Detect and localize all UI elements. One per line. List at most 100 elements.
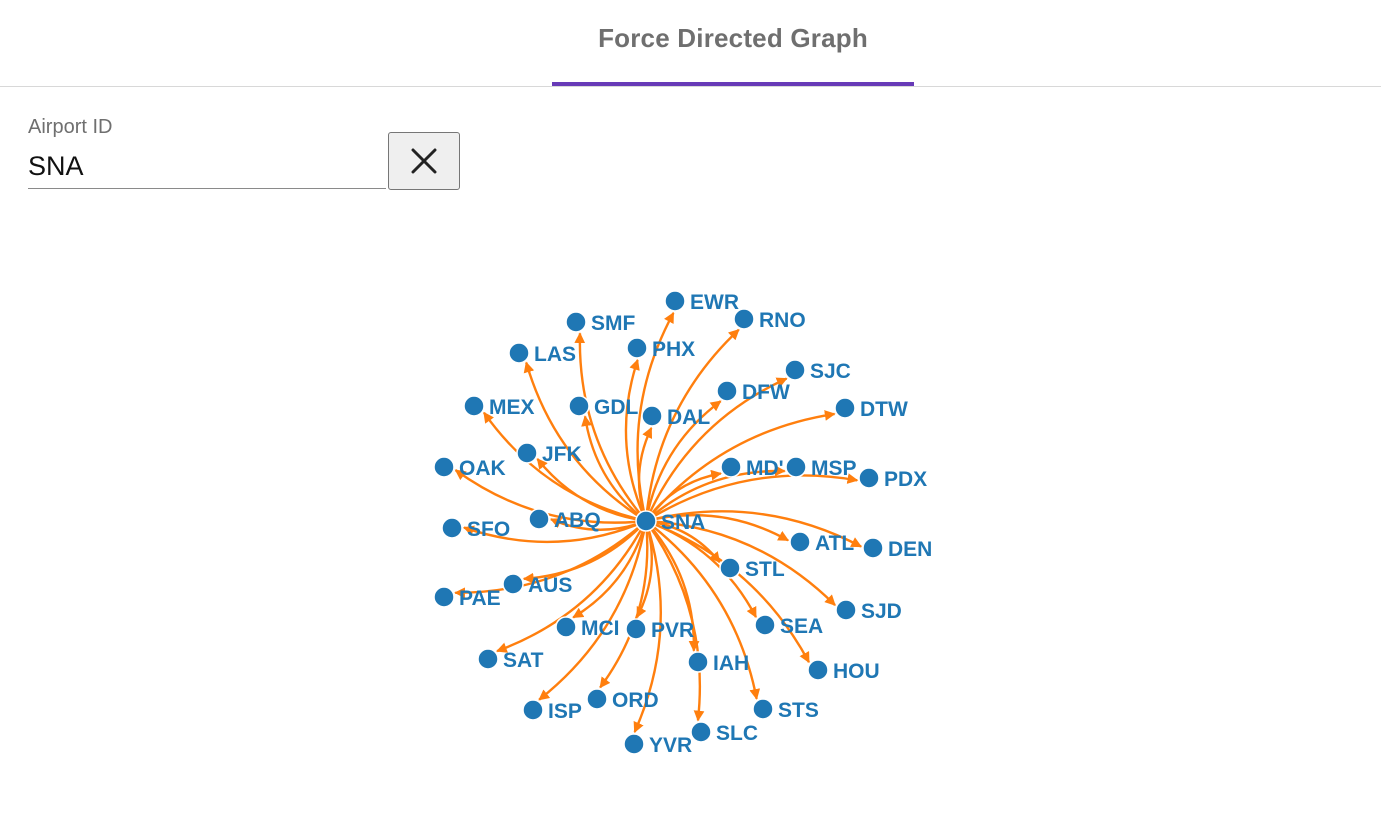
node-circle-stl[interactable] (719, 557, 741, 579)
node-aus[interactable]: AUS (502, 573, 572, 597)
node-sjd[interactable]: SJD (835, 599, 902, 623)
node-circle-abq[interactable] (528, 508, 550, 530)
node-circle-dfw[interactable] (716, 380, 738, 402)
node-circle-gdl[interactable] (568, 395, 590, 417)
edge-sna-slc (645, 520, 705, 722)
node-label-rno: RNO (759, 309, 806, 332)
edge-sna-rno (644, 328, 740, 522)
tab-force-directed-graph[interactable]: Force Directed Graph (598, 22, 868, 53)
node-sjc[interactable]: SJC (784, 359, 851, 383)
node-circle-las[interactable] (508, 342, 530, 364)
node-sts[interactable]: STS (752, 698, 819, 722)
node-circle-dtw[interactable] (834, 397, 856, 419)
edge-sna-ord (599, 520, 649, 689)
node-label-sjc: SJC (810, 360, 851, 383)
node-label-sna: SNA (661, 511, 705, 534)
close-icon (411, 148, 437, 174)
node-circle-pae[interactable] (433, 586, 455, 608)
node-label-smf: SMF (591, 312, 636, 335)
node-circle-iah[interactable] (687, 651, 709, 673)
node-sea[interactable]: SEA (754, 614, 823, 638)
node-stl[interactable]: STL (719, 557, 785, 581)
node-slc[interactable]: SLC (690, 721, 758, 745)
node-las[interactable]: LAS (508, 342, 576, 366)
node-circle-phx[interactable] (626, 337, 648, 359)
node-label-mdw: MD' (746, 457, 784, 480)
node-pvr[interactable]: PVR (625, 618, 694, 642)
node-label-atl: ATL (815, 532, 854, 555)
node-label-yvr: YVR (649, 734, 692, 757)
node-circle-hou[interactable] (807, 659, 829, 681)
node-circle-jfk[interactable] (516, 442, 538, 464)
node-circle-msp[interactable] (785, 456, 807, 478)
node-label-oak: OAK (459, 457, 506, 480)
node-label-mex: MEX (489, 396, 535, 419)
node-oak[interactable]: OAK (433, 456, 506, 480)
edge-sna-sfo (462, 519, 647, 544)
node-circle-atl[interactable] (789, 531, 811, 553)
node-msp[interactable]: MSP (785, 456, 857, 480)
node-circle-sfo[interactable] (441, 517, 463, 539)
edge-sna-yvr (633, 520, 662, 734)
node-dal[interactable]: DAL (641, 405, 710, 429)
node-dfw[interactable]: DFW (716, 380, 790, 404)
node-circle-sna[interactable] (635, 510, 657, 532)
node-circle-sea[interactable] (754, 614, 776, 636)
node-circle-sat[interactable] (477, 648, 499, 670)
node-circle-yvr[interactable] (623, 733, 645, 755)
edge-sna-mci (572, 520, 648, 619)
node-circle-rno[interactable] (733, 308, 755, 330)
node-circle-isp[interactable] (522, 699, 544, 721)
node-circle-den[interactable] (862, 537, 884, 559)
node-iah[interactable]: IAH (687, 651, 749, 675)
node-circle-sjc[interactable] (784, 359, 806, 381)
node-phx[interactable]: PHX (626, 337, 695, 361)
node-circle-sts[interactable] (752, 698, 774, 720)
node-circle-mci[interactable] (555, 616, 577, 638)
clear-button[interactable] (388, 132, 460, 190)
node-pdx[interactable]: PDX (858, 467, 927, 491)
node-mex[interactable]: MEX (463, 395, 535, 419)
node-gdl[interactable]: GDL (568, 395, 639, 419)
node-circle-mex[interactable] (463, 395, 485, 417)
node-smf[interactable]: SMF (565, 311, 636, 335)
node-circle-mdw[interactable] (720, 456, 742, 478)
node-circle-ord[interactable] (586, 688, 608, 710)
node-dtw[interactable]: DTW (834, 397, 908, 421)
node-label-pdx: PDX (884, 468, 927, 491)
node-rno[interactable]: RNO (733, 308, 806, 332)
node-circle-pdx[interactable] (858, 467, 880, 489)
node-circle-smf[interactable] (565, 311, 587, 333)
node-sat[interactable]: SAT (477, 648, 544, 672)
node-label-las: LAS (534, 343, 576, 366)
node-abq[interactable]: ABQ (528, 508, 601, 532)
node-hou[interactable]: HOU (807, 659, 880, 683)
node-label-gdl: GDL (594, 396, 639, 419)
node-circle-sjd[interactable] (835, 599, 857, 621)
node-mci[interactable]: MCI (555, 616, 620, 640)
edge-sna-pae (454, 520, 647, 599)
node-isp[interactable]: ISP (522, 699, 582, 723)
node-atl[interactable]: ATL (789, 531, 854, 555)
node-ord[interactable]: ORD (586, 688, 659, 712)
node-yvr[interactable]: YVR (623, 733, 692, 757)
node-pae[interactable]: PAE (433, 586, 501, 610)
node-mdw[interactable]: MD' (720, 456, 784, 480)
node-label-dal: DAL (667, 406, 710, 429)
node-sna[interactable]: SNA (635, 510, 705, 534)
node-circle-pvr[interactable] (625, 618, 647, 640)
active-tab-indicator (552, 82, 914, 86)
node-jfk[interactable]: JFK (516, 442, 582, 466)
node-circle-dal[interactable] (641, 405, 663, 427)
node-ewr[interactable]: EWR (664, 290, 739, 314)
node-circle-aus[interactable] (502, 573, 524, 595)
node-circle-ewr[interactable] (664, 290, 686, 312)
node-den[interactable]: DEN (862, 537, 932, 561)
airport-id-label: Airport ID (28, 116, 113, 138)
node-sfo[interactable]: SFO (441, 517, 510, 541)
node-circle-oak[interactable] (433, 456, 455, 478)
edge-sna-las (523, 361, 647, 523)
node-circle-slc[interactable] (690, 721, 712, 743)
airport-id-input[interactable] (28, 145, 386, 189)
